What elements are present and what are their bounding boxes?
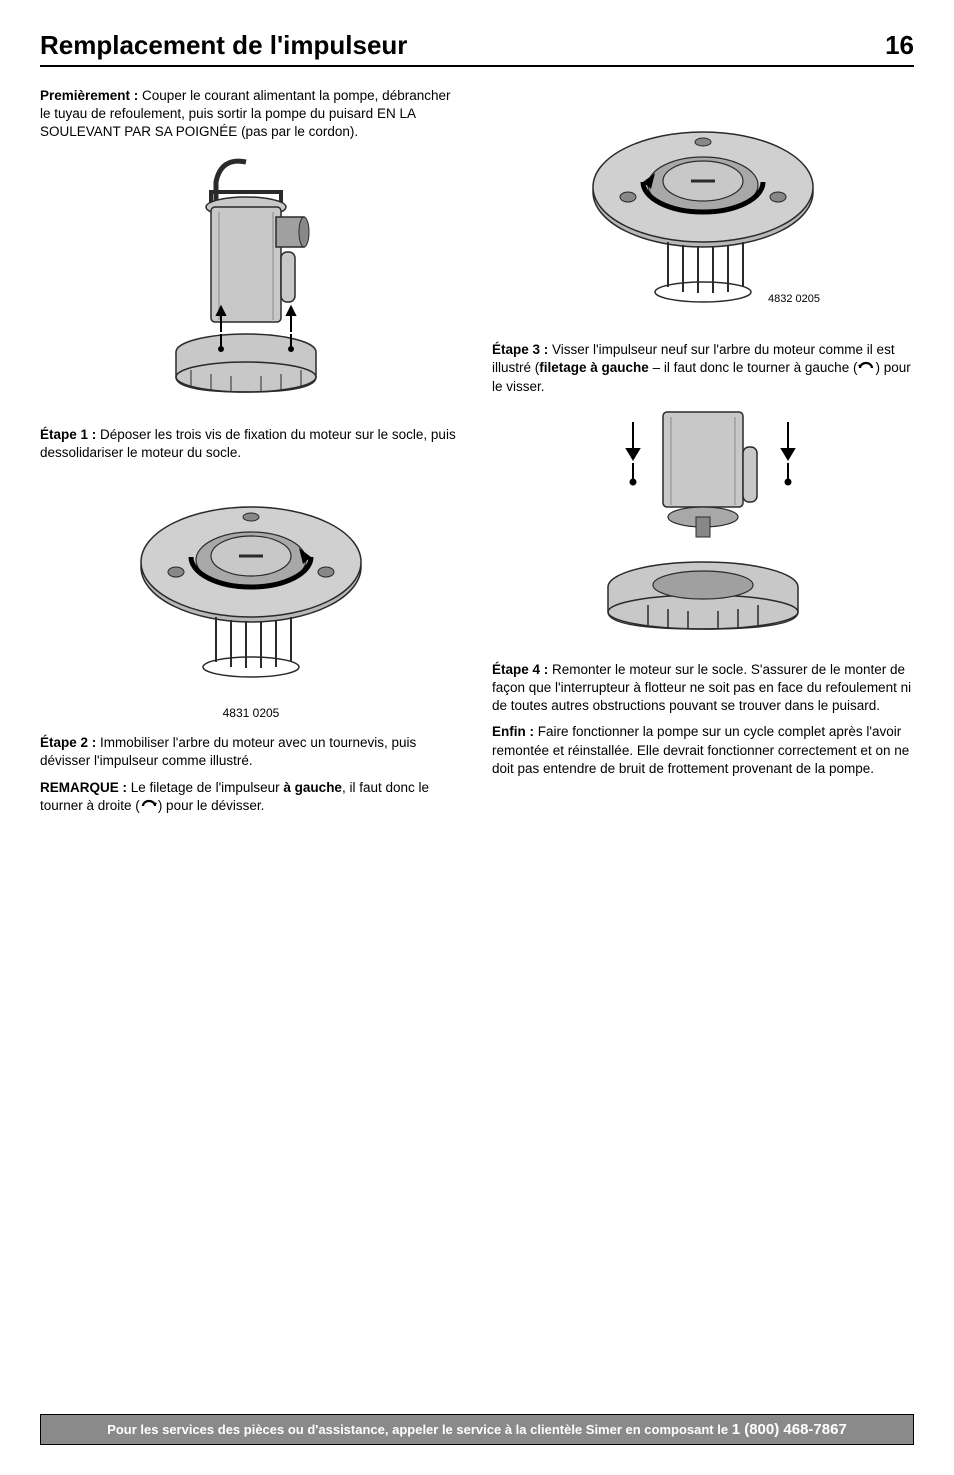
remarque-bold: à gauche <box>283 780 342 795</box>
figure-reassembly <box>492 407 914 647</box>
footer-phone: 1 (800) 468-7867 <box>732 1421 847 1438</box>
step3-label: Étape 3 : <box>492 342 552 357</box>
step4-paragraph: Étape 4 : Remonter le moteur sur le socl… <box>492 661 914 716</box>
remarque-paragraph: REMARQUE : Le filetage de l'impulseur à … <box>40 779 462 816</box>
arrow-cw-icon <box>140 797 158 816</box>
figure-impeller-cw: 4831 0205 <box>40 472 462 720</box>
step1-paragraph: Étape 1 : Déposer les trois vis de fixat… <box>40 426 462 462</box>
content-columns: Premièrement : Couper le courant aliment… <box>40 87 914 824</box>
figure-impeller-ccw: 4832 0205 <box>492 97 914 327</box>
pump-side-illustration <box>151 152 351 412</box>
svg-text:4832 0205: 4832 0205 <box>768 293 820 305</box>
enfin-paragraph: Enfin : Faire fonctionner la pompe sur u… <box>492 723 914 778</box>
remarque-label: REMARQUE : <box>40 780 131 795</box>
reassembly-illustration <box>588 407 818 647</box>
step4-label: Étape 4 : <box>492 662 552 677</box>
enfin-text: Faire fonctionner la pompe sur un cycle … <box>492 724 909 775</box>
left-column: Premièrement : Couper le courant aliment… <box>40 87 462 824</box>
figure-pump-side <box>40 152 462 412</box>
intro-paragraph: Premièrement : Couper le courant aliment… <box>40 87 462 142</box>
step3-bold: filetage à gauche <box>539 360 649 375</box>
footer-text: Pour les services des pièces ou d'assist… <box>107 1422 732 1437</box>
right-column: 4832 0205 Étape 3 : Visser l'impulseur n… <box>492 87 914 824</box>
page-header: Remplacement de l'impulseur 16 <box>40 30 914 67</box>
impeller-ccw-illustration: 4832 0205 <box>573 97 833 327</box>
impeller-cw-illustration <box>121 472 381 702</box>
arrow-ccw-icon <box>857 359 875 378</box>
remarque-text-before: Le filetage de l'impulseur <box>131 780 284 795</box>
step3-text-mid: – il faut donc le tourner à gauche ( <box>649 360 858 375</box>
page-footer: Pour les services des pièces ou d'assist… <box>40 1414 914 1445</box>
step3-paragraph: Étape 3 : Visser l'impulseur neuf sur l'… <box>492 341 914 397</box>
intro-label: Premièrement : <box>40 88 142 103</box>
enfin-label: Enfin : <box>492 724 538 739</box>
step2-label: Étape 2 : <box>40 735 100 750</box>
remarque-text-end: ) pour le dévisser. <box>158 798 265 813</box>
step2-paragraph: Étape 2 : Immobiliser l'arbre du moteur … <box>40 734 462 770</box>
page-number: 16 <box>885 30 914 61</box>
fig2-label: 4831 0205 <box>40 706 462 720</box>
step1-label: Étape 1 : <box>40 427 100 442</box>
step4-text: Remonter le moteur sur le socle. S'assur… <box>492 662 911 713</box>
page-title: Remplacement de l'impulseur <box>40 30 407 61</box>
step1-text: Déposer les trois vis de fixation du mot… <box>40 427 456 460</box>
